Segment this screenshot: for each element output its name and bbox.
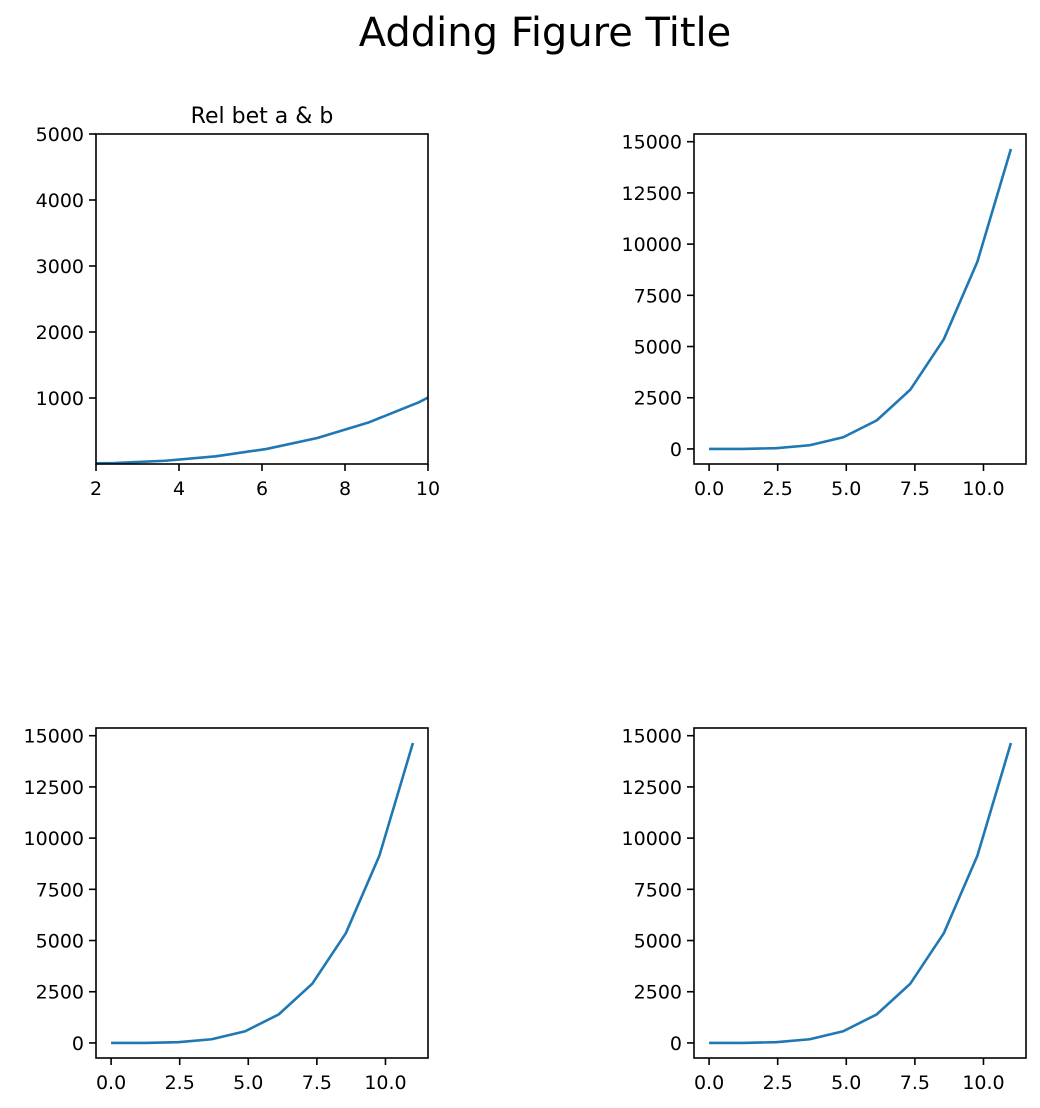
series-line [709,148,1013,451]
y-tick-label: 12500 [24,777,84,799]
y-tick-label: 5000 [36,124,84,146]
y-tick-label: 0 [72,1033,84,1055]
series-line [111,742,415,1045]
y-tick-label: 15000 [622,132,682,154]
y-tick-label: 12500 [622,777,682,799]
x-tick-label: 5.0 [233,1072,263,1094]
y-tick-label: 5000 [634,931,682,953]
x-tick-label: 10.0 [962,478,1004,500]
x-tick-label: 7.5 [302,1072,332,1094]
y-tick-label: 7500 [634,879,682,901]
subplot-top-left: 2 4 6 8 10 1000 2000 3000 4000 5000 Rel bet a & b [36,104,440,500]
subplot-title: Rel bet a & b [191,104,334,129]
axes-frame [693,133,1027,465]
subplot-bottom-right: 0.0 2.5 5.0 7.5 10.0 0 2500 5000 7500 10000 12500 1… [622,726,1027,1094]
x-tick-label: 0.0 [96,1072,126,1094]
y-tick-label: 12500 [622,183,682,205]
x-tick-label: 2.5 [763,478,793,500]
figure-title: Adding Figure Title [358,10,732,56]
series-line [96,396,428,464]
y-tick-label: 10000 [622,234,682,256]
y-tick-label: 2500 [36,982,84,1004]
y-tick-label: 1000 [36,388,84,410]
x-tick-label: 2.5 [165,1072,195,1094]
y-tick-label: 0 [670,1033,682,1055]
y-tick-label: 0 [670,439,682,461]
axes-frame [95,727,429,1059]
y-tick-label: 5000 [634,337,682,359]
y-tick-label: 3000 [36,256,84,278]
x-tick-label: 0.0 [694,1072,724,1094]
y-tick-label: 10000 [622,828,682,850]
x-tick-label: 10.0 [962,1072,1004,1094]
y-tick-label: 5000 [36,931,84,953]
x-tick-label: 5.0 [831,1072,861,1094]
x-tick-label: 10 [416,478,440,500]
x-tick-label: 2 [90,478,102,500]
y-tick-label: 2500 [634,982,682,1004]
subplot-top-right: 0.0 2.5 5.0 7.5 10.0 0 2500 5000 7500 10000 12500 1… [622,132,1027,500]
x-tick-label: 7.5 [900,1072,930,1094]
axes-frame [693,727,1027,1059]
x-tick-label: 6 [256,478,268,500]
y-tick-label: 7500 [36,879,84,901]
axes-frame [95,133,429,465]
y-tick-label: 7500 [634,285,682,307]
x-tick-label: 7.5 [900,478,930,500]
x-tick-label: 0.0 [694,478,724,500]
x-tick-label: 2.5 [763,1072,793,1094]
x-tick-label: 5.0 [831,478,861,500]
x-tick-label: 8 [339,478,351,500]
x-tick-label: 4 [173,478,185,500]
y-tick-label: 4000 [36,190,84,212]
y-tick-label: 15000 [622,726,682,748]
subplot-bottom-left: 0.0 2.5 5.0 7.5 10.0 0 2500 5000 7500 10000 12500 1… [24,726,429,1094]
y-tick-label: 15000 [24,726,84,748]
y-tick-label: 2000 [36,322,84,344]
series-line [709,742,1013,1045]
y-tick-label: 2500 [634,388,682,410]
x-tick-label: 10.0 [364,1072,406,1094]
y-tick-label: 10000 [24,828,84,850]
